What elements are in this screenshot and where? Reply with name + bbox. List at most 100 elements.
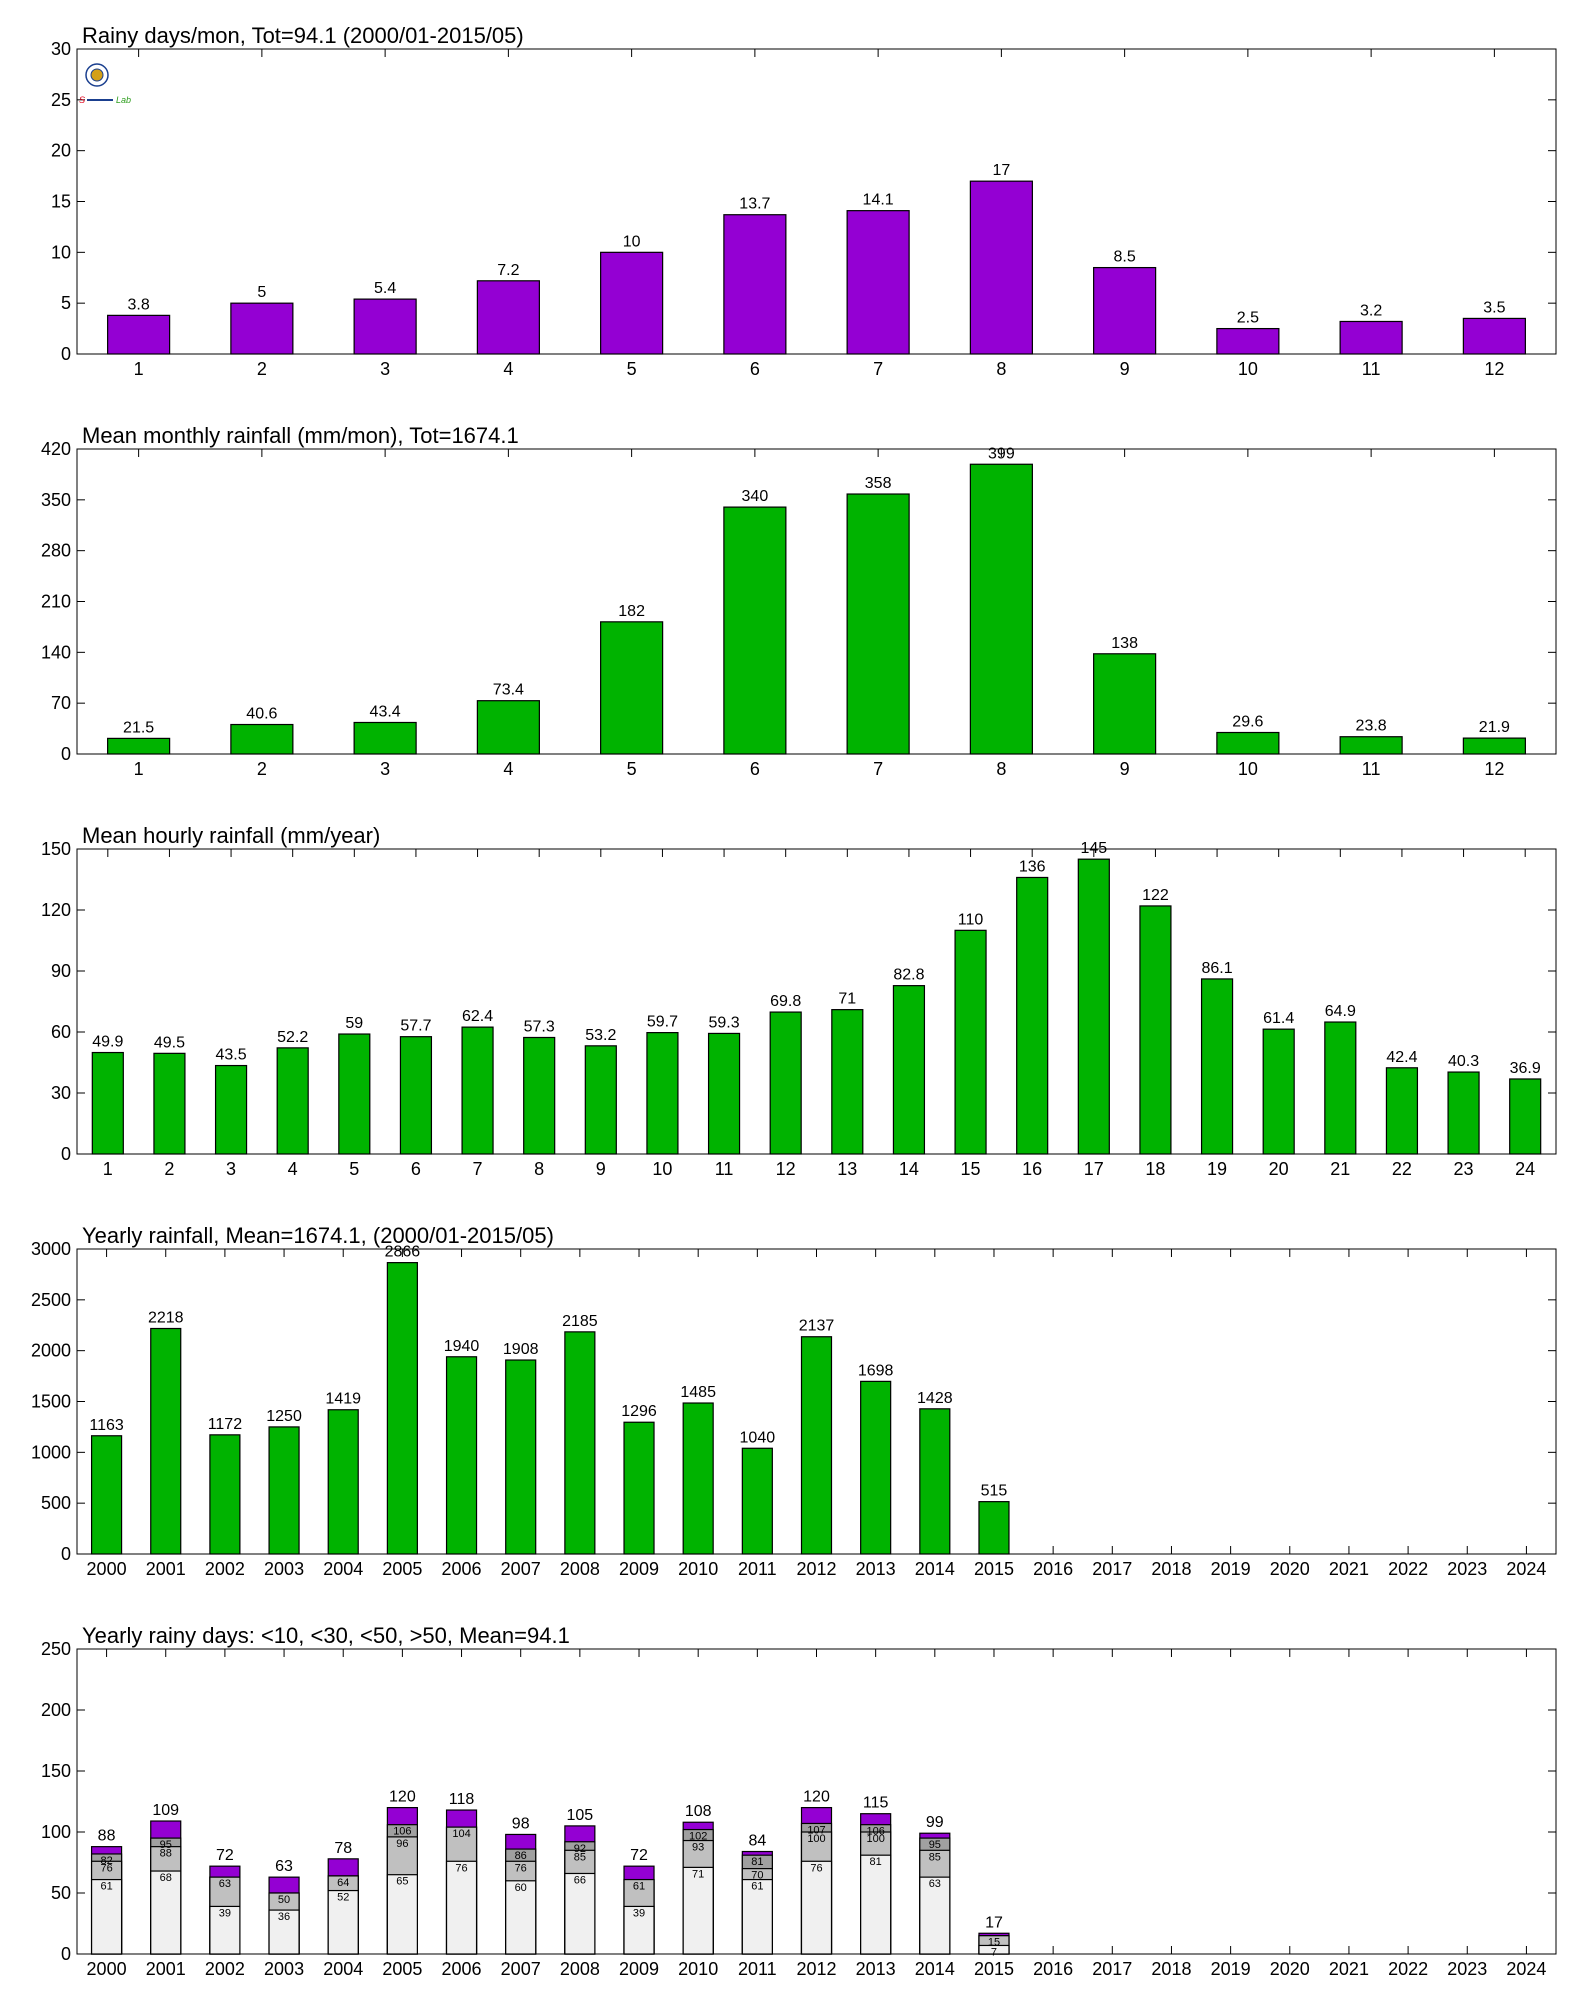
axes-frame bbox=[76, 848, 1557, 1155]
bar bbox=[1339, 320, 1403, 355]
bar bbox=[338, 1033, 371, 1155]
bar-value-label: 36.9 bbox=[1510, 1060, 1541, 1077]
bar-value-label: 59 bbox=[345, 1015, 363, 1032]
bar bbox=[1093, 653, 1157, 755]
stacked-bar-segment bbox=[327, 1889, 359, 1955]
y-tick-label: 140 bbox=[41, 642, 71, 662]
bar-value-label: 57.3 bbox=[524, 1018, 555, 1035]
x-tick-label: 16 bbox=[1022, 1159, 1042, 1179]
segment-value-label: 100 bbox=[807, 1833, 825, 1845]
bar-value-label: 13.7 bbox=[739, 196, 770, 213]
panel-mean-monthly-rainfall: Mean monthly rainfall (mm/mon), Tot=1674… bbox=[41, 423, 1557, 779]
stacked-bar-segment bbox=[150, 1870, 182, 1955]
bar bbox=[1093, 266, 1157, 355]
x-tick-label: 2002 bbox=[205, 1959, 245, 1979]
x-tick-label: 9 bbox=[596, 1159, 606, 1179]
bar-value-label: 3.8 bbox=[128, 296, 150, 313]
y-tick-label: 210 bbox=[41, 592, 71, 612]
x-tick-label: 24 bbox=[1515, 1159, 1535, 1179]
bar bbox=[1139, 905, 1172, 1155]
panel-title: Yearly rainfall, Mean=1674.1, (2000/01-2… bbox=[82, 1223, 554, 1248]
bar bbox=[230, 723, 294, 755]
bar-value-label: 43.4 bbox=[370, 703, 401, 720]
x-tick-label: 14 bbox=[899, 1159, 919, 1179]
stacked-bar-segment bbox=[209, 1905, 241, 1955]
lab-seal-logo: S Lab bbox=[79, 63, 131, 105]
bar-total-label: 120 bbox=[803, 1789, 830, 1806]
bar-value-label: 29.6 bbox=[1232, 714, 1263, 731]
bar-value-label: 340 bbox=[742, 488, 769, 505]
bar bbox=[723, 506, 787, 755]
x-tick-label: 2013 bbox=[856, 1559, 896, 1579]
x-tick-label: 2024 bbox=[1506, 1559, 1546, 1579]
bar-total-label: 118 bbox=[449, 1791, 475, 1808]
x-tick-label: 12 bbox=[776, 1159, 796, 1179]
bar-value-label: 49.5 bbox=[154, 1034, 185, 1051]
segment-value-label: 39 bbox=[633, 1907, 645, 1919]
bar bbox=[214, 1064, 248, 1155]
x-tick-label: 2000 bbox=[87, 1559, 127, 1579]
bar bbox=[1385, 1067, 1419, 1155]
x-tick-label: 2014 bbox=[915, 1559, 955, 1579]
segment-value-label: 63 bbox=[929, 1878, 941, 1890]
panel-title: Mean hourly rainfall (mm/year) bbox=[82, 823, 380, 848]
bar bbox=[831, 1009, 864, 1155]
segment-value-label: 93 bbox=[692, 1842, 704, 1854]
y-tick-label: 1500 bbox=[31, 1392, 71, 1412]
bar-value-label: 71 bbox=[838, 991, 856, 1008]
bar-value-label: 69.8 bbox=[770, 993, 801, 1010]
stacked-bar-segment bbox=[682, 1866, 714, 1955]
segment-value-label: 106 bbox=[866, 1826, 884, 1838]
y-tick-label: 100 bbox=[41, 1822, 71, 1842]
segment-value-label: 68 bbox=[160, 1872, 172, 1884]
x-tick-label: 11 bbox=[715, 1159, 734, 1179]
segment-value-label: 61 bbox=[100, 1881, 112, 1893]
bar-value-label: 49.9 bbox=[92, 1034, 123, 1051]
bar bbox=[209, 1434, 241, 1555]
segment-value-label: 95 bbox=[160, 1839, 172, 1851]
x-tick-label: 2010 bbox=[678, 1559, 718, 1579]
x-tick-label: 2013 bbox=[856, 1959, 896, 1979]
bar bbox=[860, 1380, 892, 1555]
bar-value-label: 358 bbox=[865, 475, 892, 492]
panel-yearly-rainfall: Yearly rainfall, Mean=1674.1, (2000/01-2… bbox=[31, 1223, 1557, 1579]
bar-value-label: 14.1 bbox=[863, 192, 894, 209]
axes-frame bbox=[76, 48, 1557, 355]
x-tick-label: 2017 bbox=[1092, 1559, 1132, 1579]
bar-value-label: 17 bbox=[992, 162, 1010, 179]
x-tick-label: 2019 bbox=[1211, 1959, 1251, 1979]
bar bbox=[268, 1426, 300, 1555]
x-tick-label: 10 bbox=[1238, 359, 1258, 379]
bar-value-label: 43.5 bbox=[215, 1047, 246, 1064]
bar-value-label: 59.3 bbox=[708, 1014, 739, 1031]
x-tick-label: 7 bbox=[473, 1159, 483, 1179]
bar bbox=[919, 1408, 951, 1555]
x-tick-label: 2 bbox=[164, 1159, 174, 1179]
x-tick-label: 12 bbox=[1484, 759, 1504, 779]
bar-value-label: 5 bbox=[257, 284, 266, 301]
y-tick-label: 120 bbox=[41, 900, 71, 920]
segment-value-label: 39 bbox=[219, 1907, 231, 1919]
x-tick-label: 2021 bbox=[1329, 1959, 1369, 1979]
seal-center bbox=[90, 68, 104, 82]
x-tick-label: 4 bbox=[503, 359, 513, 379]
x-tick-label: 3 bbox=[380, 359, 390, 379]
segment-value-label: 85 bbox=[574, 1851, 586, 1863]
y-tick-label: 0 bbox=[61, 344, 71, 364]
x-tick-label: 5 bbox=[349, 1159, 359, 1179]
x-tick-label: 8 bbox=[996, 759, 1006, 779]
y-tick-label: 420 bbox=[41, 439, 71, 459]
segment-value-label: 66 bbox=[574, 1874, 586, 1886]
logo-text-left: S bbox=[79, 95, 85, 105]
y-tick-label: 280 bbox=[41, 541, 71, 561]
x-tick-label: 2022 bbox=[1388, 1559, 1428, 1579]
segment-value-label: 95 bbox=[929, 1839, 941, 1851]
segment-value-label: 102 bbox=[689, 1831, 707, 1843]
bar bbox=[1462, 737, 1526, 755]
y-tick-label: 150 bbox=[41, 839, 71, 859]
bar bbox=[600, 621, 664, 755]
segment-value-label: 76 bbox=[455, 1862, 467, 1874]
bar bbox=[476, 700, 540, 755]
bar-value-label: 2185 bbox=[562, 1313, 598, 1330]
plot-area: 0 500 1000 1500 2000 2500 3000 2000 2001 2002 2003… bbox=[31, 1239, 1557, 1579]
